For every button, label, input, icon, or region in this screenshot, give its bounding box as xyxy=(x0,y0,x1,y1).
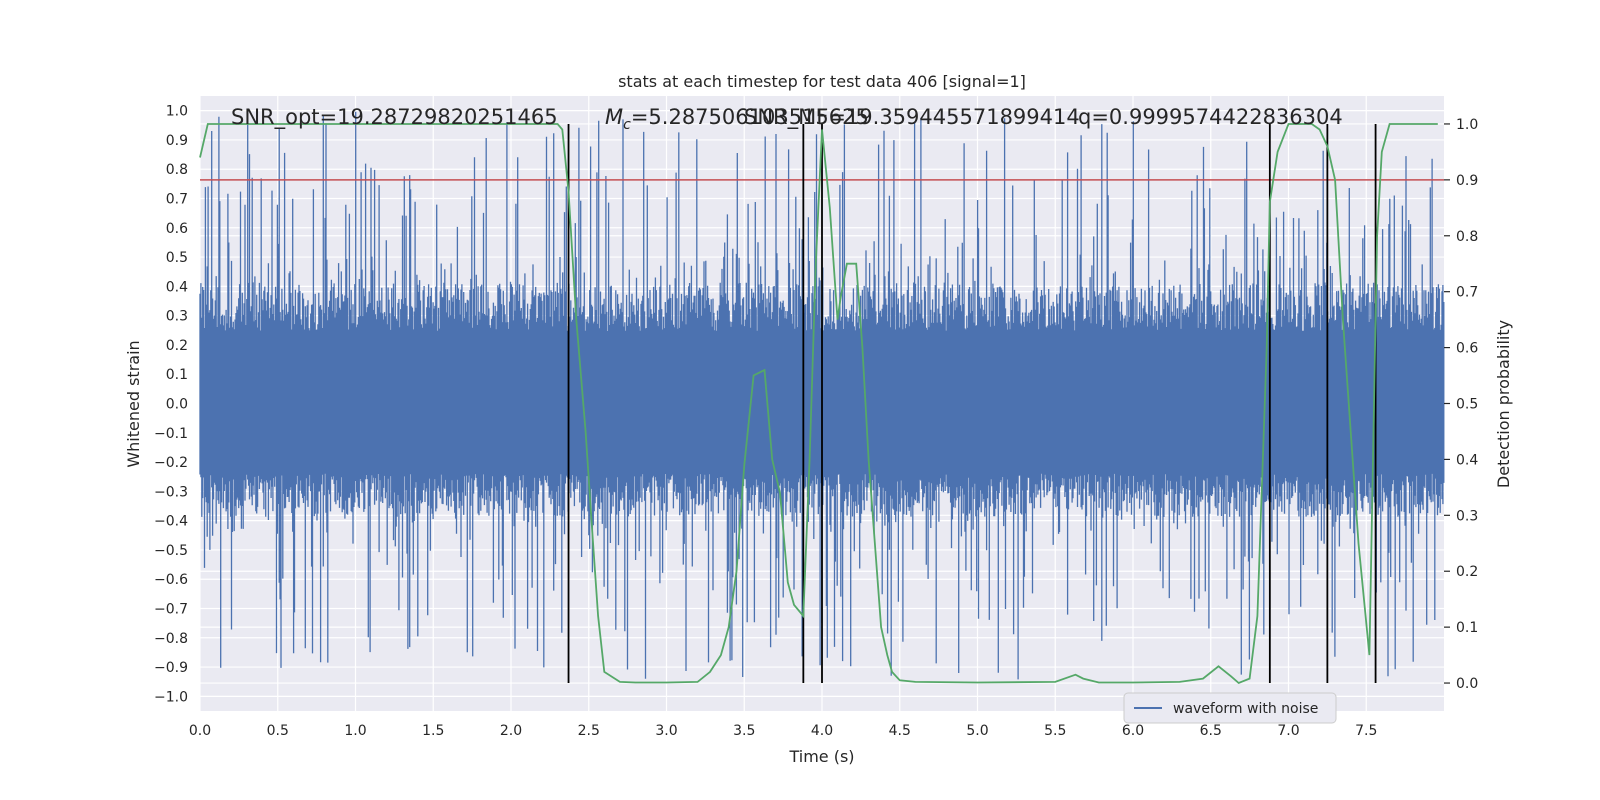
left-y-tick-label: 0.7 xyxy=(166,192,188,208)
left-y-tick-label: −0.7 xyxy=(154,602,188,618)
x-tick-label: 1.0 xyxy=(344,723,366,739)
left-y-tick-label: −0.2 xyxy=(154,455,188,471)
x-tick-label: 4.0 xyxy=(811,723,833,739)
waveform-trace xyxy=(199,111,1445,680)
chart-title: stats at each timestep for test data 406… xyxy=(618,72,1026,91)
annotation-chirp-mass: Mc=5.287506103515625 xyxy=(605,105,869,133)
right-y-tick-label: 0.1 xyxy=(1456,620,1478,636)
chirp-mass-value: =5.287506103515625 xyxy=(631,105,869,129)
chirp-mass-symbol: M xyxy=(605,105,623,129)
x-tick-label: 2.5 xyxy=(578,723,600,739)
x-tick-label: 3.0 xyxy=(655,723,677,739)
left-y-tick-label: −1.0 xyxy=(154,689,188,705)
annotation-q: q=0.9999574422836304 xyxy=(1078,105,1343,129)
left-y-tick-label: 0.6 xyxy=(166,221,188,237)
annotation-snr-opt: SNR_opt=19.28729820251465 xyxy=(231,105,558,130)
x-tick-label: 5.5 xyxy=(1044,723,1066,739)
right-y-tick-label: 0.7 xyxy=(1456,285,1478,301)
right-y-tick-label: 0.2 xyxy=(1456,564,1478,580)
x-tick-label: 0.5 xyxy=(267,723,289,739)
left-y-tick-label: −0.5 xyxy=(154,543,188,559)
left-y-tick-label: 1.0 xyxy=(166,104,188,120)
left-y-axis-label: Whitened strain xyxy=(124,340,143,467)
legend-label: waveform with noise xyxy=(1173,701,1318,717)
x-tick-label: 6.0 xyxy=(1122,723,1144,739)
detection-probability-series xyxy=(199,123,1438,685)
left-y-tick-label: −0.4 xyxy=(154,514,188,530)
left-y-tick-label: 0.4 xyxy=(166,279,188,295)
right-y-tick-label: 0.8 xyxy=(1456,229,1478,245)
legend: waveform with noise xyxy=(1123,692,1337,724)
right-y-axis-ticks: 1.0 0.9 0.8 0.7 0.6 0.5 0.4 0.3 0.2 0.1 0.0 xyxy=(1444,117,1478,692)
x-tick-label: 2.0 xyxy=(500,723,522,739)
right-y-tick-label: 0.0 xyxy=(1456,676,1478,692)
left-y-tick-label: 0.2 xyxy=(166,338,188,354)
left-y-tick-label: 0.8 xyxy=(166,162,188,178)
right-y-axis-label: Detection probability xyxy=(1494,320,1513,488)
x-tick-label: 5.0 xyxy=(966,723,988,739)
left-y-tick-label: −0.6 xyxy=(154,572,188,588)
right-y-tick-label: 0.4 xyxy=(1456,452,1478,468)
left-y-tick-label: 0.0 xyxy=(166,397,188,413)
left-y-tick-label: 0.5 xyxy=(166,250,188,266)
right-y-tick-label: 0.6 xyxy=(1456,341,1478,357)
right-y-tick-label: 1.0 xyxy=(1456,117,1478,133)
x-tick-label: 4.5 xyxy=(889,723,911,739)
waveform-with-noise-series xyxy=(199,111,1445,680)
x-axis-label: Time (s) xyxy=(788,747,854,766)
right-y-tick-label: 0.9 xyxy=(1456,173,1478,189)
x-tick-label: 7.5 xyxy=(1355,723,1377,739)
left-y-tick-label: 0.1 xyxy=(166,367,188,383)
left-y-tick-label: 0.3 xyxy=(166,309,188,325)
x-tick-label: 6.5 xyxy=(1200,723,1222,739)
annotation-snr-mf: SNR_MF=19.359445571899414 xyxy=(744,105,1080,130)
legend-box xyxy=(1123,692,1337,724)
x-axis-ticks: 0.0 0.5 1.0 1.5 2.0 2.5 3.0 3.5 4.0 4.5 5.0 5.5 6.0 6… xyxy=(189,723,1378,739)
right-y-tick-label: 0.3 xyxy=(1456,508,1478,524)
x-tick-label: 0.0 xyxy=(189,723,211,739)
left-y-tick-label: −0.3 xyxy=(154,484,188,500)
left-y-tick-label: −0.8 xyxy=(154,631,188,647)
x-tick-label: 1.5 xyxy=(422,723,444,739)
left-y-axis-ticks: 1.0 0.9 0.8 0.7 0.6 0.5 0.4 0.3 0.2 0.1 0.0 −0.1 −0.… xyxy=(154,104,188,706)
x-tick-label: 7.0 xyxy=(1277,723,1299,739)
left-y-tick-label: 0.9 xyxy=(166,133,188,149)
right-y-tick-label: 0.5 xyxy=(1456,397,1478,413)
chirp-mass-subscript: c xyxy=(623,117,631,133)
x-tick-label: 3.5 xyxy=(733,723,755,739)
detection-probability-line xyxy=(199,123,1438,685)
left-y-tick-label: −0.9 xyxy=(154,660,188,676)
left-y-tick-label: −0.1 xyxy=(154,426,188,442)
